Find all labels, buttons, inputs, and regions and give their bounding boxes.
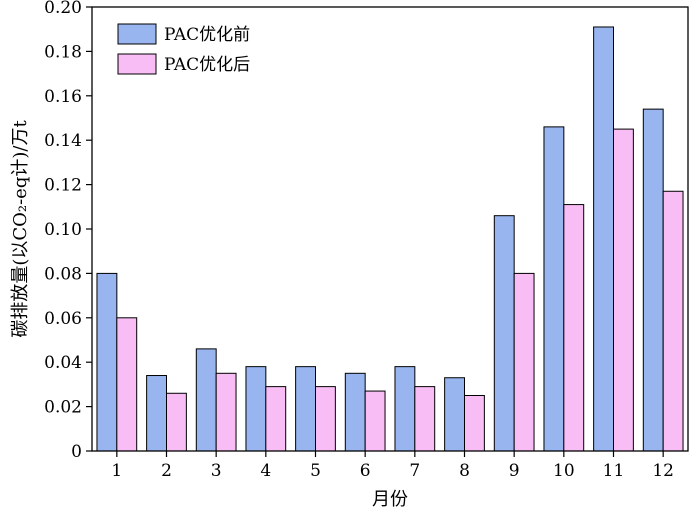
bar-before-month-12 [642,108,664,452]
x-tick-label: 1 [111,461,122,481]
bar-before-month-11 [593,26,615,452]
x-tick-label: 5 [310,461,321,481]
x-tick-label: 7 [409,461,420,481]
bar-after-month-11 [613,128,634,452]
y-tick-label: 0.02 [44,398,82,418]
x-axis-title: 月份 [372,489,408,510]
legend-swatch [117,53,157,75]
bar-after-month-12 [662,190,684,452]
bar-after-month-3 [215,372,237,452]
x-tick-label: 11 [603,461,625,481]
x-tick-label: 9 [509,461,520,481]
x-axis: 1 2 3 4 5 6 7 8 9 10 11 12 [111,451,674,481]
bars-layer [96,26,684,452]
bar-before-month-1 [96,272,118,452]
bar-before-month-3 [195,348,217,452]
bar-after-month-2 [166,392,187,452]
y-axis: 0 0.02 0.04 0.06 0.08 0.10 0.12 0.14 0.16 0.18 0.2… [44,0,92,462]
bar-after-month-8 [464,395,485,452]
bar-before-month-9 [493,215,515,452]
x-tick-label: 4 [260,461,271,481]
x-tick-label: 8 [459,461,470,481]
legend-label: PAC优化后 [164,55,250,75]
y-tick-label: 0.04 [44,353,82,373]
bar-before-month-8 [444,377,466,452]
x-tick-label: 10 [553,461,575,481]
bar-before-month-2 [146,375,168,452]
bar-before-month-7 [394,366,416,452]
legend-label: PAC优化前 [164,25,250,45]
y-axis-title: 碳排放量(以CO₂-eq计)/万t [10,120,31,338]
x-tick-label: 2 [161,461,172,481]
y-tick-label: 0.18 [44,42,82,62]
y-tick-label: 0 [71,442,82,462]
bar-before-month-5 [295,366,317,452]
x-tick-label: 12 [652,461,674,481]
y-tick-label: 0.06 [44,309,82,329]
bar-after-month-7 [414,386,436,452]
x-tick-label: 3 [211,461,222,481]
y-tick-label: 0.20 [44,0,82,18]
y-tick-label: 0.16 [44,87,82,107]
x-tick-label: 6 [360,461,371,481]
legend-swatch [117,23,157,45]
bar-after-month-4 [265,386,287,452]
bar-after-month-5 [315,386,336,452]
bar-after-month-10 [563,204,585,452]
bar-after-month-1 [116,317,138,452]
bar-before-month-4 [245,366,267,452]
y-tick-label: 0.10 [44,220,82,240]
bar-after-month-9 [513,272,535,452]
legend: PAC优化前 PAC优化后 [117,23,250,75]
y-tick-label: 0.08 [44,264,82,284]
bar-after-month-6 [364,390,386,452]
bar-before-month-6 [344,372,366,452]
y-tick-label: 0.14 [44,131,82,151]
bar-before-month-10 [543,126,565,452]
y-tick-label: 0.12 [44,176,82,196]
